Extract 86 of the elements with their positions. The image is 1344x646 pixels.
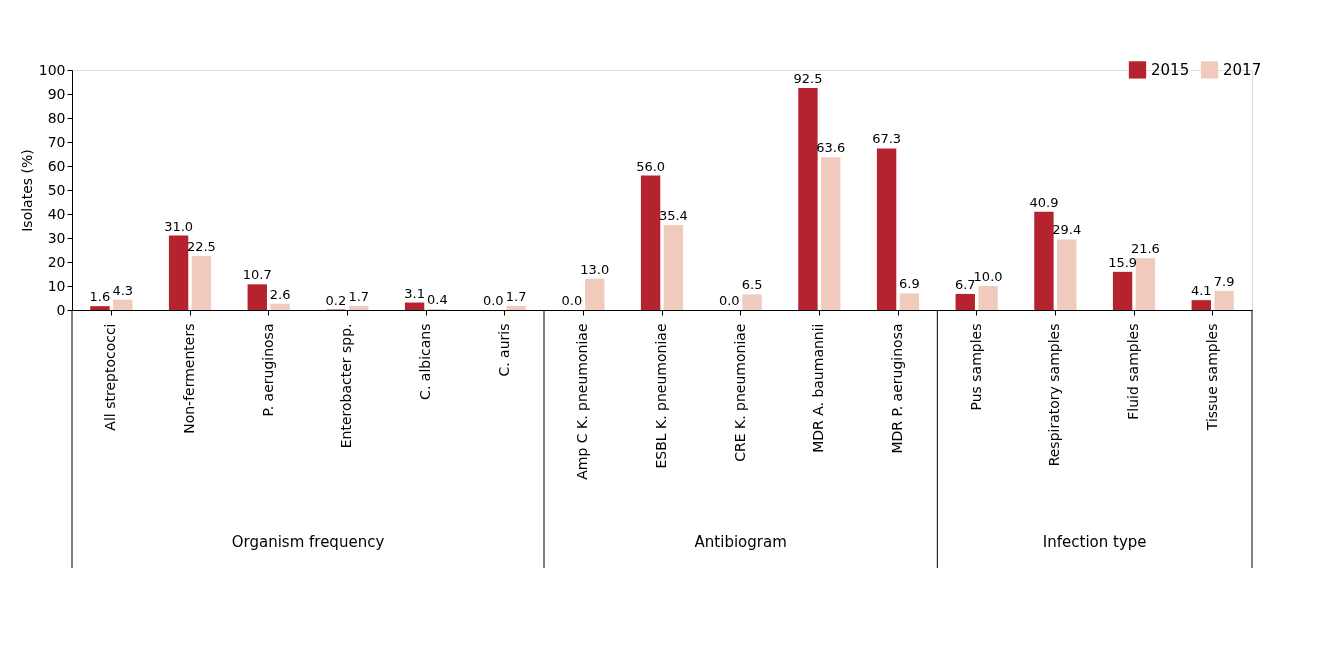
- x-tick-label: Amp C K. pneumoniae: [574, 323, 591, 480]
- bar: [1191, 300, 1211, 310]
- data-label: 1.7: [348, 288, 370, 304]
- x-tick-label: Tissue samples: [1203, 323, 1220, 432]
- bar: [247, 284, 267, 310]
- y-axis-title: Isolates (%): [18, 149, 35, 232]
- bar: [349, 305, 369, 310]
- bar: [955, 293, 975, 310]
- data-label: 4.3: [112, 282, 134, 298]
- data-label: 6.9: [899, 276, 920, 292]
- bar: [1057, 239, 1077, 310]
- bar: [113, 299, 133, 310]
- data-label: 10.7: [242, 267, 272, 283]
- data-label: 1.6: [89, 289, 111, 305]
- data-label: 2.6: [269, 286, 291, 302]
- y-tick-label: 100: [38, 61, 66, 78]
- y-tick-label: 90: [47, 85, 66, 102]
- x-tick-label: MDR P. aeruginosa: [889, 323, 905, 454]
- bar: [404, 302, 425, 310]
- x-tick-label: Enterobacter spp.: [338, 323, 355, 449]
- data-label: 0.0: [482, 293, 504, 308]
- data-label: 13.0: [580, 261, 610, 277]
- bar: [90, 306, 110, 310]
- data-label: 3.1: [404, 285, 425, 301]
- x-tick-label: MDR A. baumannii: [810, 323, 827, 453]
- bar: [1034, 211, 1054, 310]
- bar: [640, 175, 661, 310]
- data-label: 56.0: [636, 158, 666, 174]
- data-label: 7.9: [1213, 274, 1235, 290]
- y-tick-label: 70: [47, 133, 66, 150]
- y-tick-label: 10: [47, 277, 66, 294]
- bar: [742, 294, 762, 310]
- y-tick-label: 20: [47, 253, 66, 270]
- data-label: 15.9: [1108, 254, 1138, 270]
- data-label: 0.0: [718, 293, 740, 308]
- x-tick-label: Respiratory samples: [1046, 323, 1063, 467]
- x-tick-label: P. aeruginosa: [259, 323, 276, 417]
- bar: [506, 305, 526, 310]
- y-tick-label: 50: [47, 181, 66, 198]
- y-tick-label: 60: [47, 157, 66, 174]
- data-label: 0.2: [325, 292, 347, 308]
- x-tick-label: Non-fermenters: [181, 323, 197, 434]
- bar: [1135, 258, 1156, 310]
- legend-label: 2017: [1223, 60, 1262, 79]
- bar: [899, 293, 920, 310]
- bar: [978, 286, 998, 310]
- bar: [876, 148, 897, 310]
- bar: [270, 303, 290, 310]
- text: Antibiogram: [694, 533, 787, 551]
- data-label: 22.5: [186, 239, 216, 254]
- bar: [191, 256, 212, 310]
- data-label: 31.0: [164, 218, 194, 234]
- data-label: 21.6: [1130, 241, 1160, 257]
- y-tick-label: 40: [47, 205, 66, 222]
- y-tick-label: 30: [47, 229, 66, 246]
- y-tick-label: 80: [47, 109, 66, 126]
- x-tick-label: Pus samples: [967, 323, 984, 411]
- data-label: 40.9: [1029, 194, 1059, 210]
- x-tick-label: All streptococci: [102, 323, 119, 431]
- data-label: 29.4: [1052, 222, 1082, 238]
- data-label: 92.5: [793, 71, 823, 86]
- text: Infection type: [1042, 533, 1147, 551]
- x-tick-label: ESBL K. pneumoniae: [653, 323, 669, 469]
- x-tick-label: CRE K. pneumoniae: [731, 323, 748, 462]
- bar: [585, 278, 605, 310]
- x-tick-label: C. auris: [495, 323, 512, 377]
- data-label: 35.4: [658, 208, 688, 224]
- y-tick-label: 0: [56, 301, 66, 318]
- x-tick-label: Fluid samples: [1125, 323, 1141, 420]
- data-label: 4.1: [1190, 283, 1212, 299]
- data-label: 1.7: [505, 288, 527, 304]
- bar: [1214, 291, 1234, 310]
- x-tick-label: C. albicans: [417, 323, 433, 400]
- bar: [168, 235, 189, 310]
- data-label: 0.4: [427, 292, 448, 308]
- bar: [798, 88, 818, 310]
- bar: [821, 157, 841, 310]
- data-label: 6.5: [741, 277, 763, 293]
- legend-label: 2015: [1151, 60, 1190, 79]
- data-label: 6.7: [954, 276, 976, 292]
- bar: [663, 225, 684, 310]
- data-label: 0.0: [561, 293, 583, 308]
- data-label: 63.6: [816, 140, 846, 156]
- data-label: 67.3: [872, 131, 902, 147]
- text: Organism frequency: [231, 533, 385, 551]
- bar: [1112, 271, 1133, 310]
